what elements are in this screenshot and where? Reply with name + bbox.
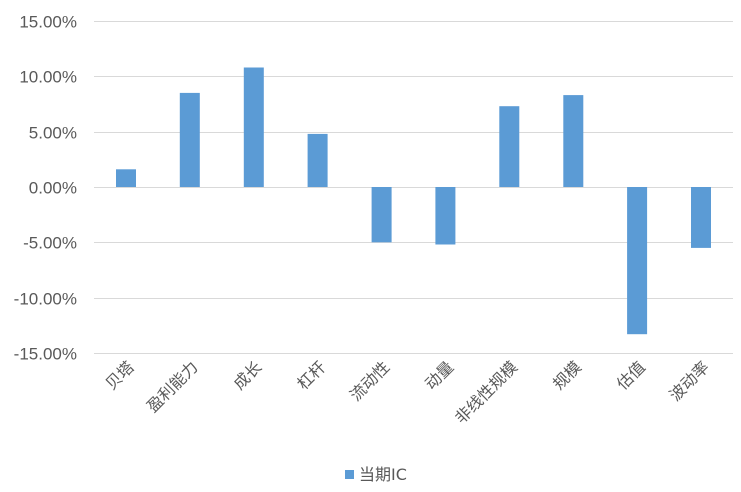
y-tick-label: 15.00% [19, 13, 77, 32]
bar [371, 187, 392, 243]
bar [179, 92, 200, 187]
bar [307, 133, 328, 187]
x-category-label: 估值 [613, 357, 649, 393]
y-tick-label: 0.00% [29, 179, 77, 198]
x-category-label: 贝塔 [102, 357, 138, 393]
legend-label: 当期IC [359, 465, 407, 484]
y-tick-label: -10.00% [14, 290, 77, 309]
x-category-label: 成长 [230, 357, 266, 393]
y-tick-label: 10.00% [19, 68, 77, 87]
y-tick-label: 5.00% [29, 124, 77, 143]
bar [691, 187, 711, 248]
bar [435, 187, 456, 245]
y-axis-tick-labels: 15.00% 10.00% 5.00% 0.00% -5.00% -10.00% -15.0… [14, 13, 77, 364]
x-category-label: 非线性规模 [451, 357, 521, 427]
x-category-label: 盈利能力 [143, 357, 202, 416]
bar [499, 106, 520, 187]
x-category-label: 波动率 [665, 357, 712, 404]
legend-swatch [345, 470, 354, 479]
bar [563, 95, 584, 187]
bar [627, 187, 648, 335]
y-tick-label: -15.00% [14, 345, 77, 364]
bar [243, 67, 264, 187]
y-tick-label: -5.00% [23, 234, 77, 253]
bar [116, 169, 136, 187]
legend: 当期IC [345, 465, 407, 484]
gridlines [94, 21, 733, 354]
x-category-label: 流动性 [346, 357, 393, 404]
bars [116, 67, 711, 335]
x-category-label: 动量 [421, 357, 457, 393]
x-category-label: 杠杆 [293, 357, 329, 393]
x-category-label: 规模 [549, 357, 585, 393]
